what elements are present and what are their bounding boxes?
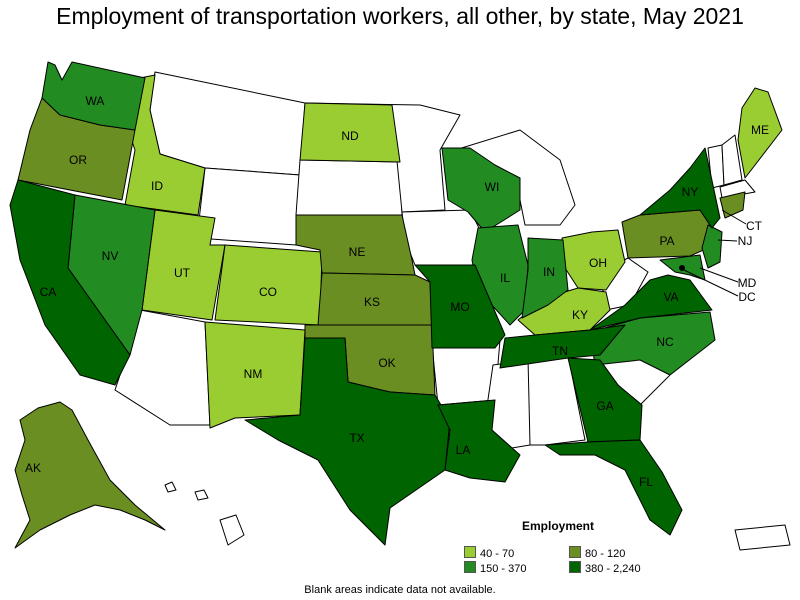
- legend-swatch: [569, 561, 581, 573]
- label-LA: LA: [456, 443, 471, 457]
- state-SD[interactable]: [295, 159, 403, 216]
- state-NY[interactable]: [639, 147, 721, 229]
- label-FL: FL: [639, 475, 653, 489]
- footnote: Blank areas indicate data not available.: [304, 584, 496, 596]
- legend-swatch: [464, 561, 476, 573]
- state-VA[interactable]: [589, 274, 713, 331]
- legend-label: 380 - 2,240: [585, 563, 641, 575]
- legend-item: 40 - 70: [464, 546, 514, 560]
- state-NJ[interactable]: [701, 224, 723, 269]
- label-NC: NC: [656, 335, 674, 349]
- label-AK: AK: [25, 461, 41, 475]
- legend-swatch: [569, 546, 581, 558]
- label-ND: ND: [341, 129, 359, 143]
- map-title: Employment of transportation workers, al…: [56, 3, 744, 29]
- label-MO: MO: [450, 300, 469, 314]
- label-GA: GA: [596, 399, 613, 413]
- label-TN: TN: [552, 344, 568, 358]
- state-NM[interactable]: [204, 321, 306, 429]
- label-OR: OR: [69, 153, 87, 167]
- label-OK: OK: [378, 356, 395, 370]
- label-IL: IL: [500, 271, 510, 285]
- label-CO: CO: [259, 285, 277, 299]
- state-IN[interactable]: [521, 237, 569, 319]
- label-PA: PA: [659, 234, 674, 248]
- label-TX: TX: [349, 431, 364, 445]
- state-CA[interactable]: [9, 179, 131, 386]
- state-MA[interactable]: [719, 179, 756, 199]
- legend-label: 150 - 370: [480, 563, 527, 575]
- label-CA: CA: [40, 285, 57, 299]
- legend-item: 380 - 2,240: [569, 561, 641, 575]
- label-UT: UT: [174, 266, 191, 280]
- state-TX[interactable]: [244, 337, 451, 546]
- label-IN: IN: [543, 265, 555, 279]
- label-KS: KS: [364, 295, 380, 309]
- label-CT: CT: [746, 219, 763, 233]
- label-NY: NY: [682, 185, 699, 199]
- state-WA[interactable]: [41, 61, 146, 131]
- label-WA: WA: [86, 94, 105, 108]
- label-ID: ID: [151, 179, 163, 193]
- state-MO[interactable]: [414, 264, 506, 349]
- dc-marker: [679, 265, 685, 271]
- legend-item: 150 - 370: [464, 561, 526, 575]
- state-TN[interactable]: [499, 324, 626, 369]
- label-WI: WI: [485, 180, 500, 194]
- legend-item: 80 - 120: [569, 546, 625, 560]
- legend-label: 80 - 120: [585, 548, 626, 560]
- state-WI[interactable]: [441, 147, 521, 233]
- label-MD: MD: [738, 276, 757, 290]
- legend-label: 40 - 70: [480, 548, 515, 560]
- state-AK[interactable]: [14, 401, 166, 549]
- state-PR[interactable]: [734, 524, 791, 551]
- label-OH: OH: [589, 256, 607, 270]
- label-KY: KY: [572, 308, 588, 322]
- state-LA[interactable]: [437, 399, 521, 483]
- legend-swatch: [464, 546, 476, 558]
- state-HI[interactable]: [164, 481, 245, 546]
- label-ME: ME: [751, 123, 769, 137]
- label-DC: DC: [738, 290, 756, 304]
- label-NE: NE: [349, 245, 366, 259]
- label-NV: NV: [102, 249, 119, 263]
- label-VA: VA: [663, 290, 678, 304]
- state-ME[interactable]: [737, 87, 783, 179]
- state-UT[interactable]: [141, 209, 226, 321]
- state-FL[interactable]: [544, 439, 683, 536]
- state-NH[interactable]: [721, 134, 743, 186]
- legend-title: Employment: [522, 519, 595, 533]
- label-NM: NM: [244, 367, 263, 381]
- label-NJ: NJ: [738, 234, 753, 248]
- state-ND[interactable]: [299, 102, 401, 163]
